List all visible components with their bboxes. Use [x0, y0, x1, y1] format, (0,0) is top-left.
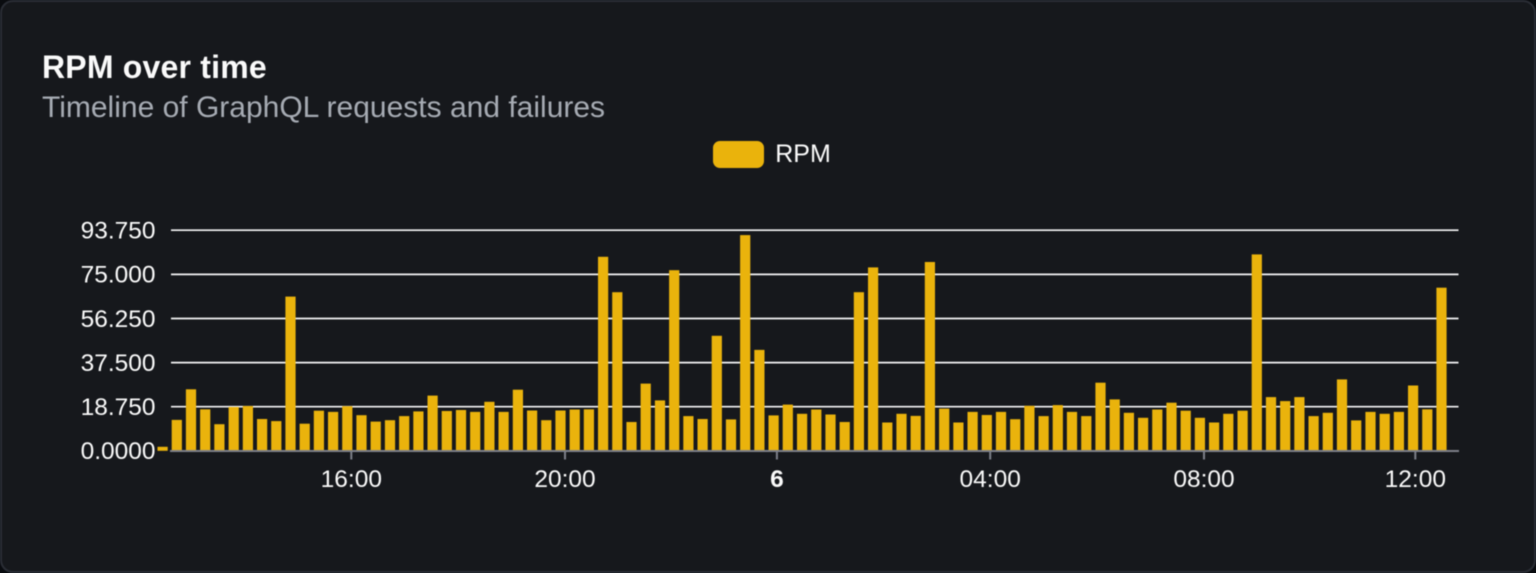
svg-text:75.000: 75.000 [81, 262, 156, 289]
svg-text:93.750: 93.750 [81, 218, 156, 245]
svg-text:16:00: 16:00 [321, 466, 382, 493]
svg-text:6: 6 [770, 466, 784, 493]
svg-text:18.750: 18.750 [81, 394, 156, 421]
svg-text:37.500: 37.500 [81, 350, 156, 377]
svg-text:20:00: 20:00 [534, 466, 595, 493]
svg-text:0.0000: 0.0000 [81, 438, 156, 465]
svg-text:12:00: 12:00 [1385, 466, 1446, 493]
svg-text:08:00: 08:00 [1173, 466, 1234, 493]
svg-text:56.250: 56.250 [81, 306, 156, 333]
svg-text:04:00: 04:00 [960, 466, 1021, 493]
